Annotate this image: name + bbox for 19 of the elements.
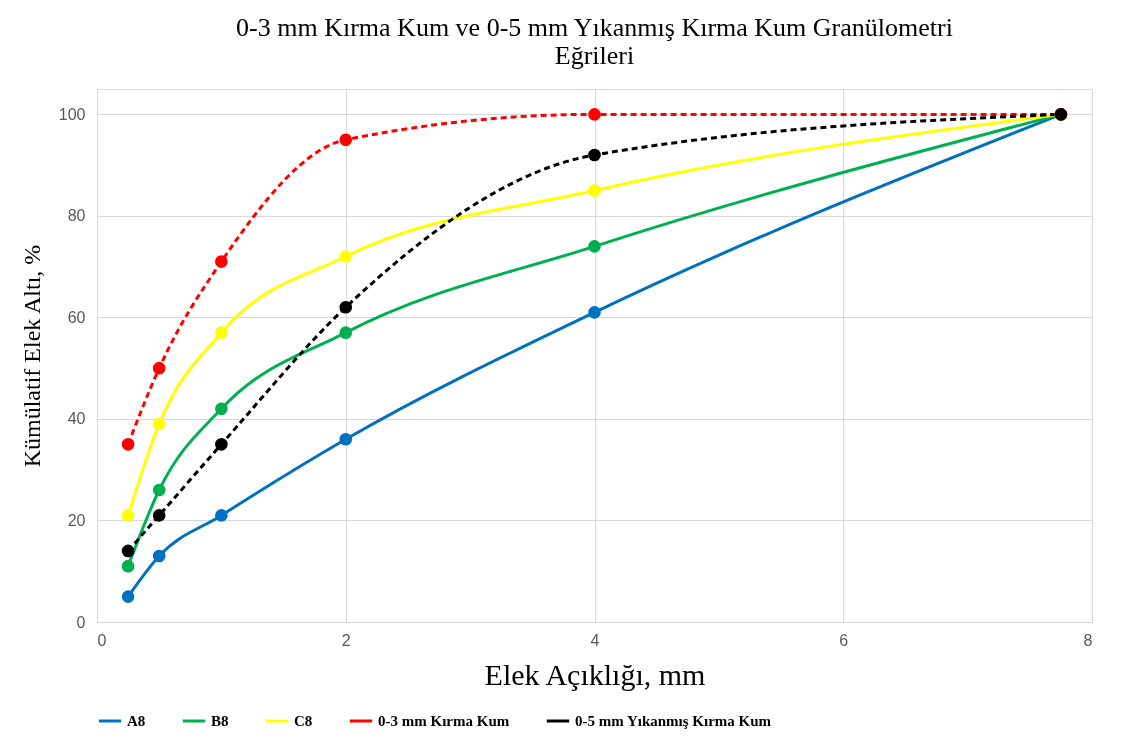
x-tick-label: 6 [839, 631, 849, 649]
legend-label: B8 [211, 713, 229, 729]
x-axis-title: Elek Açıklığı, mm [484, 657, 706, 691]
x-tick-label: 0 [97, 631, 107, 649]
x-tick-label: 8 [1083, 631, 1093, 649]
y-tick-label: 20 [67, 511, 86, 529]
x-tick-label: 2 [341, 631, 351, 649]
y-tick-label: 0 [76, 613, 86, 631]
legend-label: 0-3 mm Kırma Kum [378, 713, 510, 729]
y-tick-label: 100 [58, 105, 86, 123]
y-tick-label: 40 [67, 410, 86, 428]
legend-label: 0-5 mm Yıkanmış Kırma Kum [575, 713, 772, 729]
y-axis-title: Kümülatif Elek Altı, % [18, 244, 45, 468]
legend-label: C8 [294, 713, 313, 729]
chart-title: 0-3 mm Kırma Kum ve 0-5 mm Yıkanmış Kırma Kum Granülometri Eğrileri [236, 13, 953, 70]
legend-label: A8 [127, 713, 146, 729]
x-tick-label: 4 [590, 631, 600, 649]
y-tick-label: 80 [67, 207, 86, 225]
y-tick-label: 60 [67, 308, 86, 326]
